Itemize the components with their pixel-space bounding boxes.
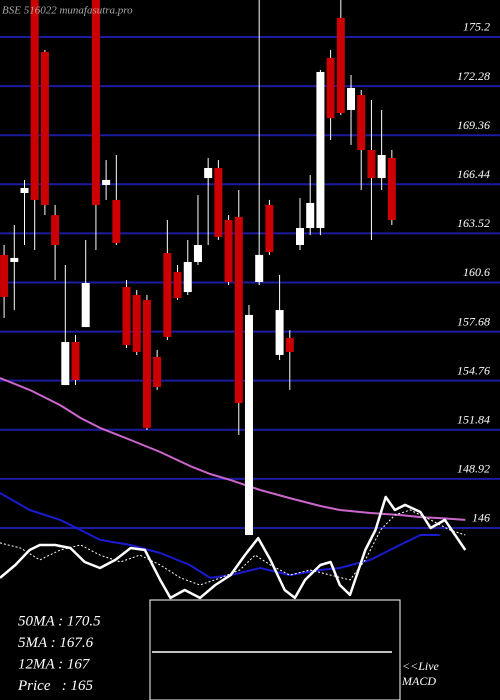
candle-body bbox=[10, 257, 19, 262]
candle-body bbox=[347, 87, 356, 110]
candle-body bbox=[357, 95, 366, 150]
y-tick-label: 163.52 bbox=[457, 216, 490, 230]
candle-body bbox=[275, 310, 284, 355]
candle-body bbox=[173, 272, 182, 298]
candle-body bbox=[214, 167, 223, 237]
candle-body bbox=[296, 228, 304, 245]
y-tick-label: 166.44 bbox=[457, 167, 490, 181]
candle-body bbox=[51, 215, 60, 245]
candle-body bbox=[336, 17, 345, 113]
info-label: Price : 165 bbox=[17, 678, 93, 694]
candle-body bbox=[132, 294, 141, 352]
candle-body bbox=[0, 254, 9, 297]
candle-body bbox=[367, 149, 376, 179]
indicator-line bbox=[0, 492, 440, 579]
panel-label: <<Live bbox=[402, 659, 440, 673]
y-tick-label: 146 bbox=[472, 511, 490, 525]
candle-body bbox=[285, 337, 294, 352]
y-tick-label: 160.6 bbox=[463, 265, 490, 279]
candle-body bbox=[91, 0, 100, 205]
candle-body bbox=[183, 261, 192, 293]
candle-body bbox=[153, 356, 162, 387]
y-tick-label: 157.68 bbox=[457, 314, 490, 328]
panel-label: MACD bbox=[401, 674, 436, 688]
indicator-line bbox=[0, 509, 466, 586]
candle-body bbox=[387, 158, 396, 220]
candle-body bbox=[234, 216, 243, 404]
candle-body bbox=[71, 342, 80, 381]
candle-body bbox=[122, 287, 131, 346]
candle-body bbox=[61, 342, 70, 386]
y-tick-label: 169.36 bbox=[457, 118, 490, 132]
candle-body bbox=[30, 0, 39, 200]
y-tick-label: 148.92 bbox=[457, 462, 490, 476]
candle-body bbox=[193, 244, 202, 262]
candle-body bbox=[112, 199, 121, 243]
indicator-line bbox=[0, 495, 467, 600]
candle-body bbox=[255, 254, 264, 282]
candle-body bbox=[142, 299, 151, 428]
candle-body bbox=[265, 204, 274, 253]
info-label: 12MA : 167 bbox=[18, 656, 91, 672]
candle-body bbox=[163, 253, 172, 337]
y-tick-label: 172.28 bbox=[457, 69, 490, 83]
candle-body bbox=[20, 187, 29, 194]
y-tick-label: 175.2 bbox=[463, 20, 490, 34]
y-tick-label: 154.76 bbox=[457, 363, 490, 377]
chart-title: BSE 516022 munafasutra.pro bbox=[2, 5, 133, 17]
candle-body bbox=[244, 314, 253, 536]
candle-body bbox=[377, 155, 386, 179]
candle-body bbox=[81, 282, 90, 328]
candle-body bbox=[224, 219, 233, 282]
info-label: 50MA : 170.5 bbox=[18, 613, 101, 629]
macd-panel bbox=[149, 599, 401, 700]
info-label: 5MA : 167.6 bbox=[18, 635, 94, 651]
candle-body bbox=[316, 71, 325, 229]
candle-body bbox=[204, 167, 213, 179]
candle-body bbox=[40, 51, 49, 205]
candle-body bbox=[306, 202, 315, 229]
candle-body bbox=[326, 58, 335, 119]
indicator-line bbox=[0, 377, 466, 521]
candle-body bbox=[102, 179, 111, 185]
y-tick-label: 151.84 bbox=[457, 413, 490, 427]
